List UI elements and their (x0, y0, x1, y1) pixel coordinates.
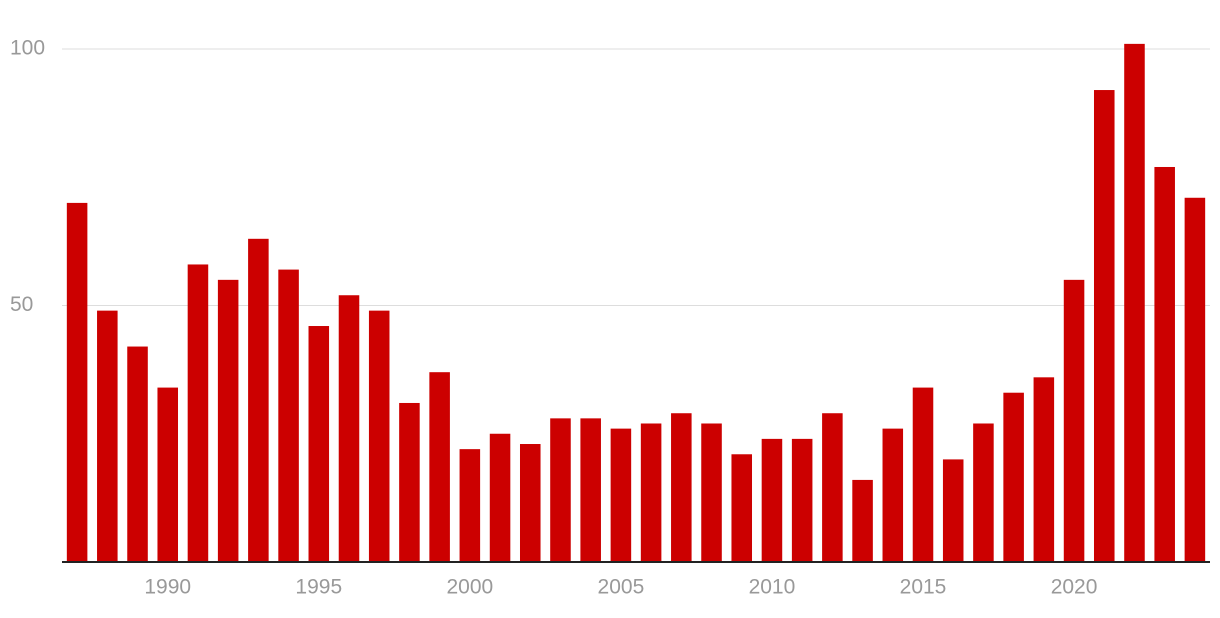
bar (580, 418, 601, 562)
x-tick-label: 2020 (1051, 576, 1098, 599)
x-tick-label: 2010 (749, 576, 796, 599)
bar (66, 202, 88, 562)
bar (489, 433, 511, 562)
x-tick-label: 2015 (900, 576, 947, 599)
bar (761, 438, 783, 562)
bar (338, 295, 360, 562)
bar (429, 372, 450, 562)
bar (248, 238, 269, 562)
bar (1154, 166, 1175, 563)
bar (157, 387, 179, 562)
bar (550, 418, 571, 562)
bar (701, 423, 722, 562)
bar (791, 438, 813, 562)
bar (1124, 43, 1145, 563)
bar (459, 449, 481, 562)
x-tick-label: 2005 (598, 576, 645, 599)
bar (97, 310, 118, 562)
bar (399, 402, 420, 562)
bar (187, 264, 209, 562)
bar (1033, 377, 1055, 562)
bar (731, 454, 753, 562)
bar (1184, 197, 1206, 562)
y-tick-label: 50 (10, 293, 33, 316)
bar (368, 310, 390, 562)
bar (1003, 392, 1024, 562)
bar (973, 423, 994, 562)
bar (217, 279, 239, 562)
x-tick-label: 1995 (295, 576, 342, 599)
bar (127, 346, 148, 562)
bar (942, 459, 964, 562)
bar (519, 444, 541, 562)
bar (1093, 90, 1115, 562)
bar (278, 269, 299, 562)
y-tick-label: 100 (10, 37, 45, 60)
bar (1063, 279, 1085, 562)
bar (822, 413, 843, 562)
x-tick-label: 2000 (446, 576, 493, 599)
bar (912, 387, 934, 562)
bar (640, 423, 662, 562)
bar (882, 428, 904, 562)
bar (852, 479, 873, 562)
bar (610, 428, 632, 562)
bar (308, 326, 330, 562)
x-tick-label: 1990 (144, 576, 191, 599)
bar (671, 413, 692, 562)
